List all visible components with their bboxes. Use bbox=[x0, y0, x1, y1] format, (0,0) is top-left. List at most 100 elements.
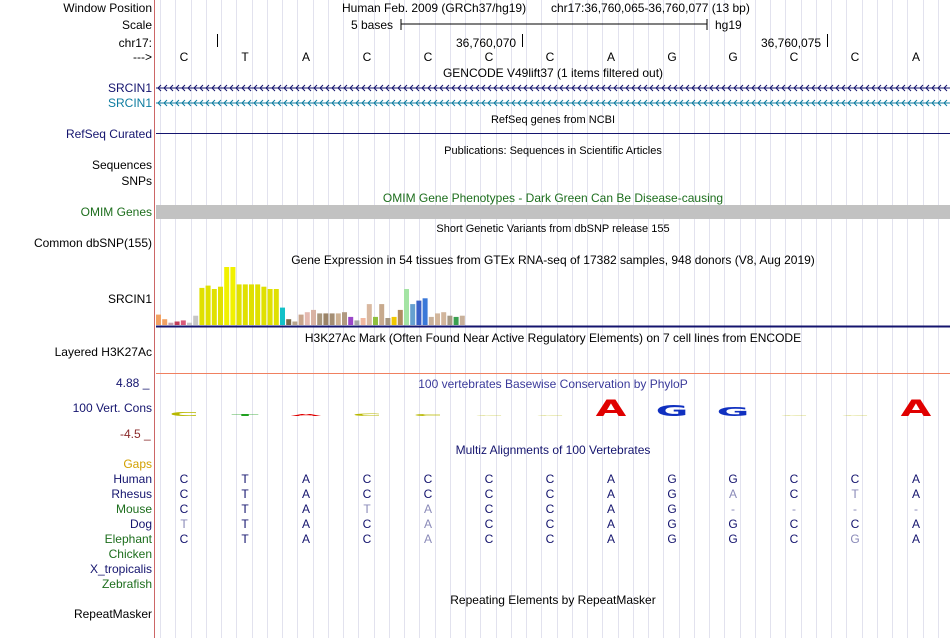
species-label-human[interactable]: Human bbox=[113, 472, 152, 486]
gtex-tissue-bar[interactable] bbox=[286, 319, 292, 325]
gtex-tissue-bar[interactable] bbox=[174, 321, 180, 326]
gtex-tissue-bar[interactable] bbox=[267, 289, 273, 325]
strand-chevron bbox=[277, 84, 282, 92]
alignment-base: C bbox=[789, 472, 799, 486]
gtex-tissue-bar[interactable] bbox=[342, 312, 347, 325]
repeatmasker-track-title[interactable]: Repeating Elements by RepeatMasker bbox=[450, 593, 656, 607]
gtex-tissue-bar[interactable] bbox=[435, 313, 440, 325]
gtex-track-title[interactable]: Gene Expression in 54 tissues from GTEx … bbox=[291, 253, 815, 267]
species-label-zebrafish[interactable]: Zebrafish bbox=[101, 577, 152, 591]
gtex-tissue-bar[interactable] bbox=[230, 267, 236, 325]
gtex-tissue-bar[interactable] bbox=[211, 289, 217, 325]
omim-track-title[interactable]: OMIM Gene Phenotypes - Dark Green Can Be… bbox=[382, 191, 724, 205]
gtex-tissue-bar[interactable] bbox=[404, 289, 409, 325]
phylop-label[interactable]: 100 Vert. Cons bbox=[72, 401, 152, 415]
gtex-tissue-bar[interactable] bbox=[335, 313, 341, 325]
gtex-tissue-bar[interactable] bbox=[391, 316, 397, 325]
gtex-tissue-bar[interactable] bbox=[416, 300, 422, 325]
gtex-tissue-bar[interactable] bbox=[397, 309, 403, 325]
gtex-tissue-bar[interactable] bbox=[422, 298, 428, 325]
refseq-label[interactable]: RefSeq Curated bbox=[65, 127, 152, 141]
dbsnp-track-title[interactable]: Short Genetic Variants from dbSNP releas… bbox=[436, 223, 670, 235]
strand-chevron bbox=[601, 84, 606, 92]
gtex-tissue-bar[interactable] bbox=[261, 286, 267, 325]
phylop-track-title[interactable]: 100 vertebrates Basewise Conservation by… bbox=[418, 377, 688, 391]
gencode-gene-label-2[interactable]: SRCIN1 bbox=[107, 96, 152, 110]
gtex-tissue-bar[interactable] bbox=[373, 316, 378, 325]
gtex-tissue-bar[interactable] bbox=[280, 307, 285, 325]
snps-label[interactable]: SNPs bbox=[121, 174, 152, 188]
refseq-track-title[interactable]: RefSeq genes from NCBI bbox=[490, 114, 616, 126]
gtex-tissue-bar[interactable] bbox=[385, 318, 391, 325]
gtex-tissue-bar[interactable] bbox=[366, 304, 372, 325]
h3k27ac-label[interactable]: Layered H3K27Ac bbox=[54, 345, 152, 359]
gtex-tissue-bar[interactable] bbox=[193, 315, 199, 325]
gtex-tissue-bar[interactable] bbox=[205, 285, 211, 325]
gtex-tissue-bar[interactable] bbox=[410, 304, 416, 325]
gtex-gene-label[interactable]: SRCIN1 bbox=[107, 292, 152, 306]
gtex-tissue-bar[interactable] bbox=[224, 267, 230, 325]
gtex-tissue-bar[interactable] bbox=[360, 318, 366, 325]
species-label-chicken[interactable]: Chicken bbox=[108, 547, 152, 561]
gtex-tissue-bar[interactable] bbox=[304, 312, 310, 325]
gtex-tissue-bar[interactable] bbox=[311, 309, 316, 325]
gtex-tissue-bar[interactable] bbox=[218, 286, 223, 325]
gtex-tissue-bar[interactable] bbox=[317, 313, 323, 325]
gencode-track-title[interactable]: GENCODE V49lift37 (1 items filtered out) bbox=[442, 66, 664, 80]
species-label-dog[interactable]: Dog bbox=[129, 517, 152, 531]
gtex-tissue-bar[interactable] bbox=[249, 284, 254, 325]
gtex-tissue-bar[interactable] bbox=[187, 322, 192, 325]
publications-label[interactable]: Sequences bbox=[91, 158, 152, 172]
refseq-gene-line[interactable] bbox=[156, 133, 950, 134]
gtex-tissue-bar[interactable] bbox=[428, 316, 434, 325]
gtex-tissue-bar[interactable] bbox=[168, 322, 174, 325]
grid-line bbox=[846, 0, 848, 638]
gtex-tissue-bar[interactable] bbox=[255, 284, 261, 325]
species-label-x_tropicalis[interactable]: X_tropicalis bbox=[89, 562, 152, 576]
strand-chevron bbox=[505, 84, 510, 92]
omim-label[interactable]: OMIM Genes bbox=[80, 205, 152, 219]
repeatmasker-label[interactable]: RepeatMasker bbox=[73, 607, 152, 621]
publications-track-title[interactable]: Publications: Sequences in Scientific Ar… bbox=[444, 145, 662, 157]
multiz-track-title[interactable]: Multiz Alignments of 100 Vertebrates bbox=[455, 443, 651, 457]
gtex-tissue-bar[interactable] bbox=[323, 313, 329, 325]
gtex-tissue-bar[interactable] bbox=[162, 319, 168, 325]
gtex-tissue-bar[interactable] bbox=[348, 316, 354, 325]
gtex-tissue-bar[interactable] bbox=[273, 289, 279, 325]
species-label-elephant[interactable]: Elephant bbox=[104, 532, 152, 546]
h3k27ac-signal-line[interactable] bbox=[156, 373, 950, 374]
dbsnp-label[interactable]: Common dbSNP(155) bbox=[33, 236, 152, 250]
grid-line bbox=[693, 0, 695, 638]
strand-chevron bbox=[427, 99, 432, 107]
gtex-tissue-bar[interactable] bbox=[156, 314, 161, 325]
gtex-tissue-bar[interactable] bbox=[298, 314, 304, 325]
omim-phenotype-bar[interactable] bbox=[156, 205, 950, 219]
gtex-tissue-bar[interactable] bbox=[180, 320, 186, 325]
gtex-tissue-bar[interactable] bbox=[199, 287, 205, 325]
gaps-label[interactable]: Gaps bbox=[123, 457, 152, 471]
strand-chevron bbox=[793, 99, 798, 107]
gtex-tissue-bar[interactable] bbox=[459, 315, 465, 325]
gtex-tissue-bar[interactable] bbox=[453, 316, 459, 325]
gencode-transcript-2[interactable] bbox=[156, 98, 950, 108]
gtex-tissue-bar[interactable] bbox=[379, 304, 385, 325]
strand-chevron bbox=[619, 99, 624, 107]
species-label-rhesus[interactable]: Rhesus bbox=[111, 487, 152, 501]
strand-chevron bbox=[547, 99, 552, 107]
species-label-mouse[interactable]: Mouse bbox=[115, 502, 152, 516]
gtex-tissue-bar[interactable] bbox=[292, 321, 298, 326]
gtex-tissue-bar[interactable] bbox=[354, 320, 360, 325]
gtex-tissue-bar[interactable] bbox=[236, 284, 242, 325]
h3k27ac-track-title[interactable]: H3K27Ac Mark (Often Found Near Active Re… bbox=[304, 331, 802, 345]
gtex-tissue-bar[interactable] bbox=[242, 284, 248, 325]
gtex-tissue-bar[interactable] bbox=[447, 315, 453, 325]
gtex-tissue-bar[interactable] bbox=[441, 312, 447, 325]
gencode-transcript-1[interactable] bbox=[156, 83, 950, 93]
gtex-tissue-bar[interactable] bbox=[329, 313, 335, 325]
gtex-expression-chart[interactable] bbox=[156, 267, 950, 328]
position-range-text[interactable]: chr17:36,760,065-36,760,077 (13 bp) bbox=[551, 1, 750, 15]
gencode-gene-label-1[interactable]: SRCIN1 bbox=[107, 81, 152, 95]
strand-chevron bbox=[253, 84, 258, 92]
strand-chevron bbox=[169, 84, 174, 92]
